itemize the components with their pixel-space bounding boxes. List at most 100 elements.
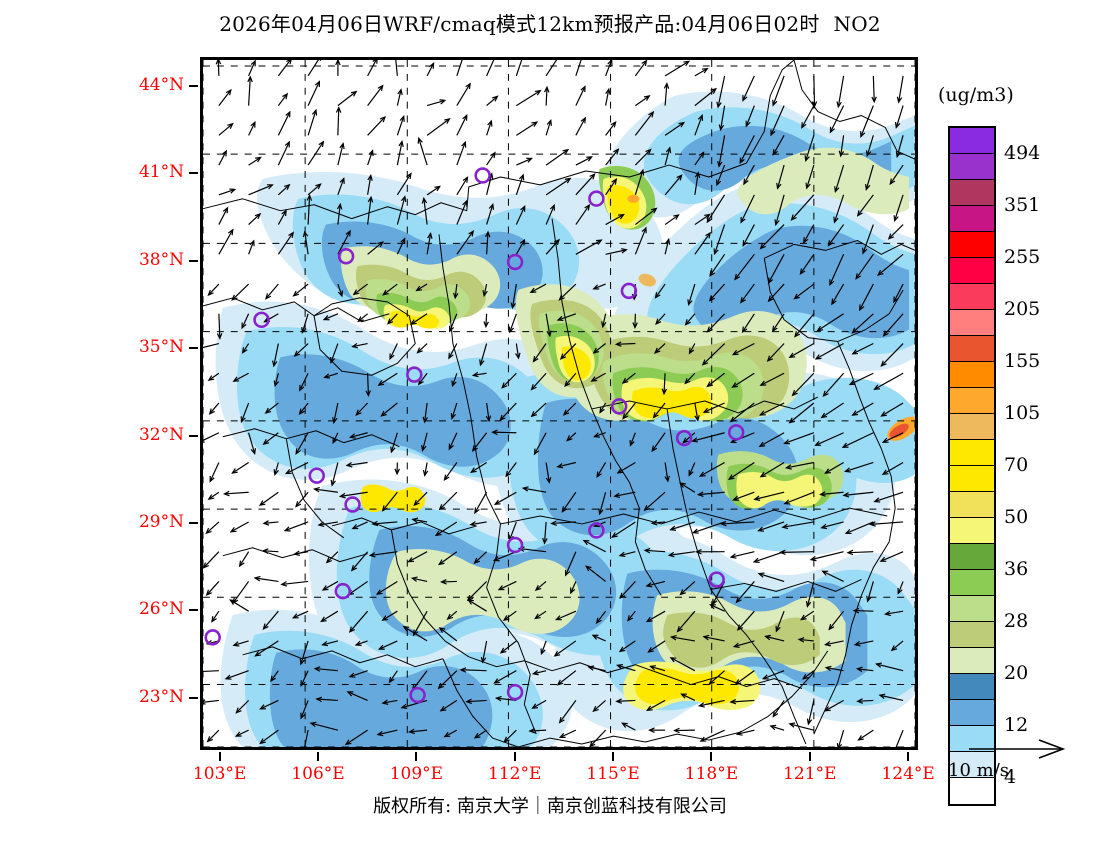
wind-arrow-head [556,315,564,322]
wind-arrow-shaft [523,487,547,493]
wind-arrow-head [205,527,212,535]
city-marker[interactable] [337,248,355,265]
wind-arrow-shaft [874,372,904,390]
wind-arrow-head [691,437,699,443]
wind-arrow-shaft [772,313,785,332]
wind-arrow-shaft [472,432,488,452]
wind-arrow-shaft [263,521,279,524]
wind-arrow-shaft [815,343,844,360]
wind-arrow-shaft [894,194,904,221]
city-marker[interactable] [506,253,524,271]
wind-arrow-shaft [315,667,338,672]
wind-arrow-head [873,497,881,503]
wind-arrow-shaft [650,665,666,672]
city-marker[interactable] [204,629,221,646]
wind-arrow-shaft [557,313,577,321]
wind-arrow-head [518,173,525,181]
city-marker[interactable] [344,496,361,513]
wind-arrow-shaft [820,491,844,496]
wind-arrow-head [377,644,385,650]
wind-arrow-head [844,528,852,535]
wind-arrow-head [611,532,618,538]
wind-arrow-shaft [728,461,755,480]
wind-arrow-head [234,731,242,737]
wind-arrow-shaft [265,283,279,300]
city-marker[interactable] [620,282,638,300]
wind-arrow-shaft [837,729,845,747]
city-marker[interactable] [406,366,423,383]
city-marker[interactable] [253,311,270,329]
colorbar-band-20 [950,648,994,674]
wind-arrow-shaft [531,402,547,417]
wind-arrow-shaft [559,729,577,738]
wind-arrow-shaft [563,402,577,416]
wind-arrow-head [616,468,624,474]
wind-arrow-head [317,521,325,528]
wind-arrow-head [207,494,215,500]
wind-arrow-head [379,115,386,123]
wind-arrow-head [708,295,715,302]
wind-arrow-shaft [456,83,471,106]
wind-arrow-shaft [307,183,321,196]
wind-arrow-shaft [646,699,666,711]
city-marker[interactable] [588,522,605,539]
wind-arrow-shaft [634,60,647,77]
wind-arrow-head [427,232,433,239]
wind-arrow-head [479,359,485,367]
wind-arrow-head [719,520,727,527]
wind-arrow-shaft [511,283,517,308]
city-marker[interactable] [506,536,524,554]
wind-arrow-head [638,168,645,176]
city-marker[interactable] [308,467,325,484]
wind-arrow-head [406,172,412,180]
wind-arrow-head [582,539,590,546]
city-marker[interactable] [474,167,491,184]
city-marker[interactable] [409,686,426,704]
forecast-map[interactable] [200,57,918,750]
wind-arrow-shaft [619,551,636,557]
wind-arrow-head [876,270,884,277]
wind-arrow-head [731,382,739,388]
page-title: 2026年04月06日WRF/cmaq模式12km预报产品:04月06日02时 N… [0,8,1100,37]
wind-arrow-head [407,557,415,563]
wind-arrow-shaft [390,432,398,453]
colorbar-band-1 [950,154,994,180]
wind-arrow-head [335,60,341,66]
wind-arrow-shaft [684,372,696,384]
wind-arrow-shaft [229,599,249,612]
wind-arrow-head [678,121,686,128]
city-marker[interactable] [334,582,352,600]
wind-arrow-head [286,60,292,65]
wind-arrow-head [315,696,323,703]
colorbar-tick-28: 28 [1004,610,1029,632]
city-marker-layer[interactable] [204,167,745,704]
city-marker[interactable] [506,683,524,701]
wind-arrow-shaft [218,150,227,166]
wind-arrow-head [770,129,776,137]
wind-arrow-head [381,505,388,512]
wind-arrow-head [801,122,807,129]
wind-arrow-shaft [248,240,255,255]
wind-arrow-shaft [358,313,368,322]
wind-arrow-head [207,375,215,382]
city-marker[interactable] [727,424,745,441]
wind-arrow-shaft [259,729,279,744]
wind-arrow-head [866,595,872,603]
lon-tick-label-106: 106°E [291,764,345,784]
city-marker[interactable] [588,190,605,207]
city-marker[interactable] [610,398,628,415]
wind-arrow-head [298,408,305,416]
wind-arrow-shaft [248,60,256,77]
city-marker[interactable] [708,571,725,588]
wind-arrow-shaft [232,461,249,474]
city-marker[interactable] [675,429,693,447]
wind-arrow-shaft [347,691,368,701]
wind-arrow-head [776,182,782,190]
wind-arrow-shaft [802,670,815,680]
wind-arrow-head [843,467,851,473]
wind-arrow-head [699,736,707,742]
wind-arrow-head [618,551,626,558]
wind-arrow-shaft [331,462,339,486]
wind-arrow-shaft [273,343,279,367]
wind-arrow-shaft [274,462,279,475]
